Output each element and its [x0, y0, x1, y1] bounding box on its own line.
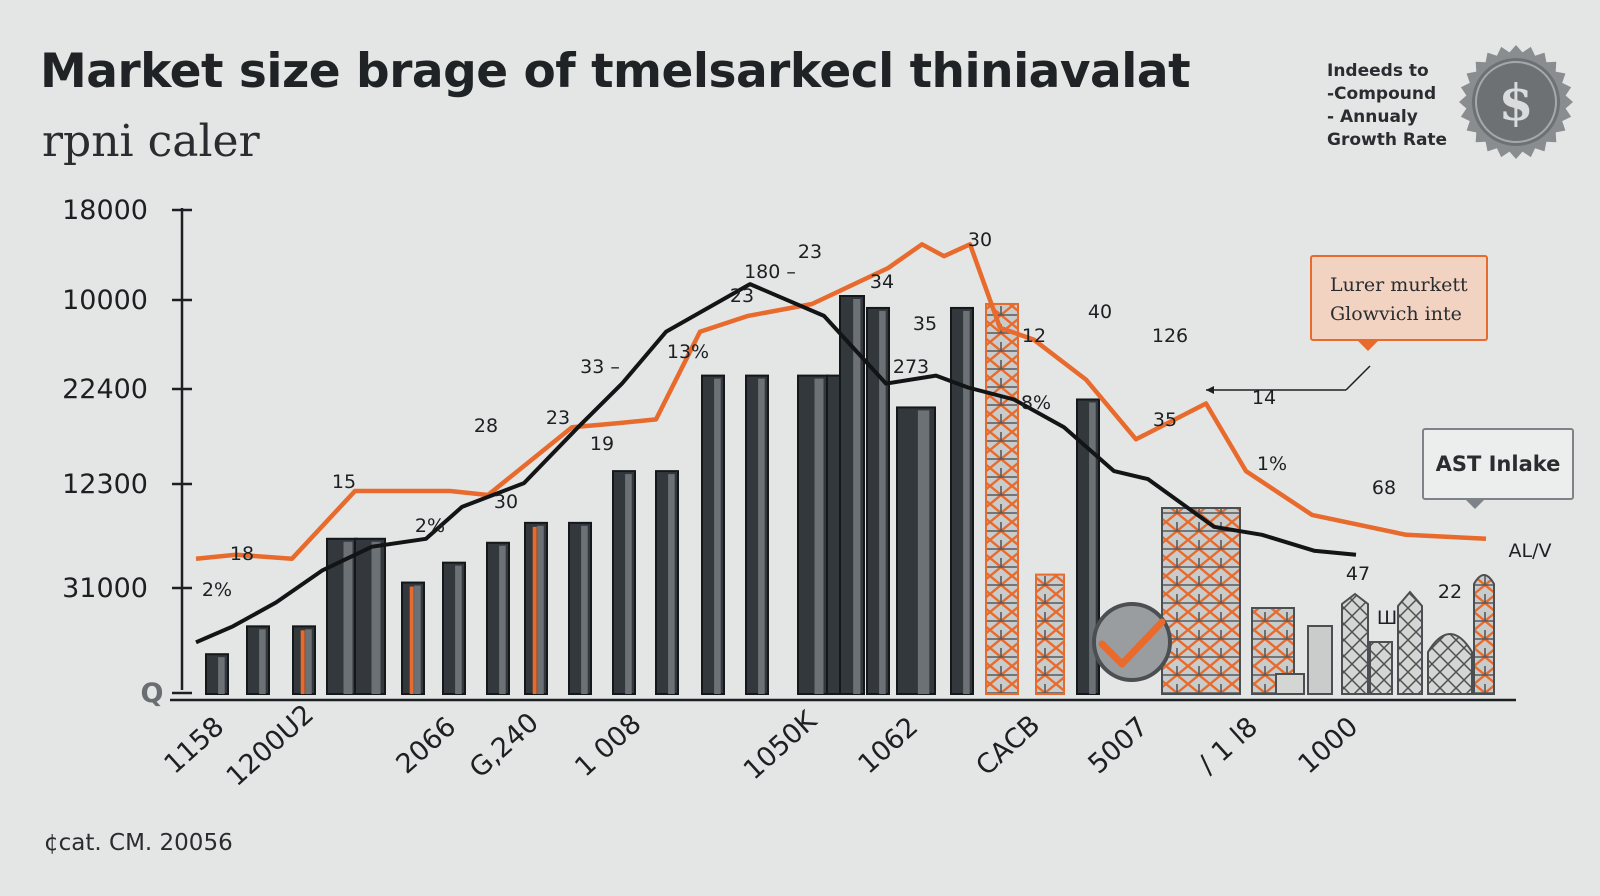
- x-tick-label: 1000: [1292, 711, 1364, 780]
- building: [1427, 633, 1473, 695]
- bar: [655, 470, 679, 695]
- data-label: 33 –: [580, 356, 620, 378]
- data-label: 22: [1438, 581, 1462, 603]
- bar: [745, 374, 769, 695]
- bar: [612, 470, 636, 695]
- y-tick-label: Q: [141, 678, 164, 709]
- black-series-line: [195, 282, 1357, 645]
- bar: [896, 406, 936, 695]
- bar: [1035, 573, 1065, 695]
- bar: [797, 374, 829, 695]
- dollar-seal-icon: $: [1459, 45, 1573, 159]
- bar: [486, 541, 510, 696]
- bar: [401, 581, 425, 695]
- x-tick-label: 1200U2: [221, 699, 320, 793]
- building: [1161, 507, 1241, 695]
- x-tick-label: / 1 l8: [1193, 711, 1264, 780]
- city-skyline-illustration: [1161, 507, 1495, 695]
- data-label: 30: [968, 229, 992, 251]
- data-label: 68: [1372, 477, 1396, 499]
- x-tick-label: 1 008: [569, 708, 647, 783]
- svg-text:$: $: [1499, 73, 1534, 132]
- building: [1341, 592, 1369, 695]
- data-label: AL/V: [1509, 540, 1552, 562]
- bar: [839, 295, 865, 695]
- data-label: 35: [913, 313, 937, 335]
- data-label: 34: [870, 271, 894, 293]
- data-label: 15: [332, 471, 356, 493]
- label-tag: AST Inlake: [1422, 428, 1574, 509]
- data-label: 18: [230, 543, 254, 565]
- cagr-note-line: - Annualy: [1327, 107, 1418, 127]
- x-tick-label: CACB: [970, 709, 1046, 782]
- data-label: 23: [798, 241, 822, 263]
- data-label: 12: [1022, 325, 1046, 347]
- y-tick-label: 31000: [62, 573, 148, 604]
- bar: [292, 625, 316, 696]
- building: [1473, 574, 1495, 695]
- data-label: 2%: [415, 515, 445, 537]
- data-label: 14: [1252, 387, 1276, 409]
- data-label: 40: [1088, 301, 1112, 323]
- y-tick-label: 22400: [62, 374, 148, 405]
- building: [1369, 641, 1393, 695]
- chart-title: Market size brage of tmelsarkecl thiniav…: [40, 44, 1191, 99]
- x-tick-label: 1158: [158, 711, 230, 780]
- data-label: 23: [730, 285, 754, 307]
- data-label: 23: [546, 407, 570, 429]
- data-label: 273: [893, 356, 929, 378]
- data-label: 8%: [1021, 392, 1051, 414]
- bar: [442, 561, 466, 695]
- callout-line: Lurer murkett: [1330, 274, 1468, 296]
- y-tick-label: 18000: [62, 195, 148, 226]
- y-tick-label: 12300: [62, 469, 148, 500]
- bar: [866, 306, 890, 695]
- cagr-note: Indeeds to -Compound - Annualy Growth Ra…: [1327, 60, 1447, 152]
- bar: [246, 625, 270, 696]
- bar: [1076, 398, 1100, 695]
- data-label: 28: [474, 415, 498, 437]
- data-label: 180 –: [744, 261, 796, 283]
- data-label: 13%: [667, 341, 709, 363]
- data-label: 19: [590, 433, 614, 455]
- data-label: 47: [1346, 563, 1370, 585]
- bar: [950, 306, 974, 695]
- x-tick-label: 1050K: [738, 704, 824, 786]
- x-tick-label: G,240: [464, 707, 545, 784]
- data-label: 30: [494, 491, 518, 513]
- x-tick-label: 1062: [852, 711, 924, 780]
- cagr-note-line: Growth Rate: [1327, 130, 1448, 150]
- data-label: Ш: [1377, 607, 1397, 629]
- data-label: 2%: [202, 579, 232, 601]
- building: [1307, 625, 1333, 695]
- building: [1397, 590, 1423, 695]
- callout-arrow: [1206, 365, 1371, 394]
- bar: [568, 521, 592, 695]
- bar: [524, 521, 548, 695]
- bar: [354, 537, 386, 696]
- orange-series-line: [195, 242, 1487, 561]
- data-label: 126: [1152, 325, 1188, 347]
- y-tick-label: 10000: [62, 285, 148, 316]
- building: [1275, 673, 1305, 695]
- bar: [205, 653, 229, 696]
- bar: [701, 374, 725, 695]
- callout-line: Glowvich inte: [1330, 303, 1462, 325]
- x-tick-label: 2066: [390, 711, 462, 780]
- source-note: ¢cat. CM. 20056: [44, 830, 233, 856]
- chart-subtitle: rpni caler: [42, 116, 260, 167]
- x-tick-label: 5007: [1082, 711, 1154, 780]
- data-label: 35: [1153, 409, 1177, 431]
- cagr-note-line: -Compound: [1327, 84, 1437, 104]
- cagr-note-line: Indeeds to: [1327, 61, 1429, 81]
- callout-box: Lurer murkett Glowvich inte: [1310, 255, 1488, 351]
- data-label: 1%: [1257, 453, 1287, 475]
- bar: [985, 302, 1019, 695]
- checkmark-icon: [1092, 602, 1172, 682]
